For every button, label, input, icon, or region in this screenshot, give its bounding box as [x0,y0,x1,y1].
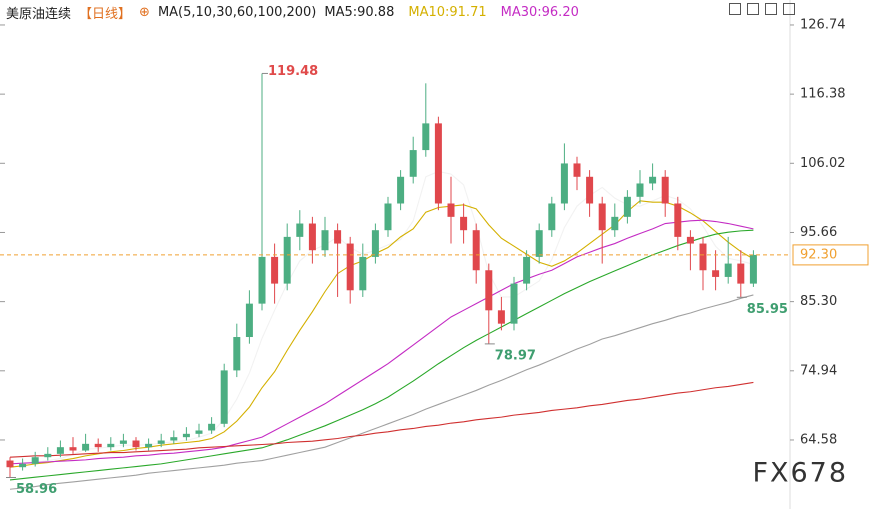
ma-line [9,200,754,468]
candle-body [623,196,631,217]
low-label: 78.97 [495,348,536,363]
legend-item: MA5:90.88 [324,5,395,20]
candle-body [409,150,417,177]
candle-body [434,123,442,204]
candle-body [56,447,64,454]
candle-body [321,230,329,251]
candle-body [472,230,480,271]
candle-body [220,370,228,424]
y-tick-label: 116.38 [800,87,846,102]
candle-body [31,457,39,464]
candle-body [195,430,203,434]
candle-body [283,236,291,284]
tool-button[interactable] [729,3,741,15]
candle-body [157,440,165,444]
legend-item: MA10:91.71 [408,5,487,20]
candle-body [296,223,304,237]
candle-body [346,243,354,291]
candle-body [107,443,115,448]
y-tick-label: 85.30 [800,294,837,309]
candle-body [674,203,682,237]
low-label: 58.96 [16,482,57,497]
legend: MA5:90.88 MA10:91.71 MA30:96.20 [324,5,578,20]
candle-body [245,303,253,338]
instrument: 美原油连续 [6,7,72,22]
period[interactable]: 【日线】 [79,7,132,22]
candle-body [258,256,266,304]
tool-button[interactable] [765,3,777,15]
candle-body [661,176,669,204]
candle-body [271,256,279,284]
candle-body [334,230,342,244]
ma-line [9,219,754,465]
candle-body [119,440,127,444]
candle-body [649,176,657,184]
candle-body [560,163,568,204]
ma-params[interactable]: MA(5,10,30,60,100,200) [157,5,317,20]
ma-line [9,381,754,458]
candle-body [145,443,153,448]
candle-body [636,183,644,197]
candle-body [384,203,392,231]
candle-body [523,256,531,284]
candle-body [712,270,720,277]
y-tick-label: 95.66 [800,225,837,240]
candle-body [699,243,707,271]
high-label: 119.48 [268,64,318,79]
candle-body [69,447,77,451]
candle-body [497,310,505,324]
tool-button[interactable] [783,3,795,15]
low-label: 85.95 [747,302,788,317]
candle-body [19,463,27,468]
y-tick-label: 106.02 [800,156,846,171]
candle-body [737,263,745,284]
candle-body [586,176,594,204]
add-icon[interactable]: ⊕ [139,5,150,20]
candle-body [485,270,493,311]
tool-button[interactable] [747,3,759,15]
candle-body [573,163,581,177]
candle-body [359,256,367,291]
candle-body [82,443,90,451]
legend-item: MA30:96.20 [500,5,579,20]
candle-body [308,223,316,251]
current-price-box [792,244,869,266]
candle-body [548,203,556,231]
candle-body [233,337,241,371]
candle-body [422,123,430,151]
candle-body [686,236,694,244]
candle-body [749,254,757,284]
candle-body [447,203,455,217]
y-tick-label: 74.94 [800,363,837,378]
candle-body [611,216,619,231]
candle-body [44,453,52,458]
y-tick-label: 64.58 [800,432,837,447]
candle-body [397,176,405,204]
candle-body [132,440,140,448]
ma-line [9,294,754,490]
candle-body [208,423,216,431]
candle-body [170,437,178,441]
candle-body [535,230,543,257]
ma-line [9,229,754,481]
ma-line [9,170,754,468]
current-price-label: 92.30 [800,247,837,262]
watermark: FX678 [752,458,848,489]
y-tick-label: 126.74 [800,17,846,32]
candle-body [724,263,732,277]
candle-body [94,443,102,448]
candle-body [6,460,14,468]
candle-body [182,433,190,438]
candle-body [460,216,468,231]
header: 美原油连续 【日线】 ⊕ MA(5,10,30,60,100,200) MA5:… [6,3,579,22]
candle-body [598,203,606,231]
toolbar [729,3,795,15]
candle-body [371,230,379,257]
candle-body [510,283,518,324]
